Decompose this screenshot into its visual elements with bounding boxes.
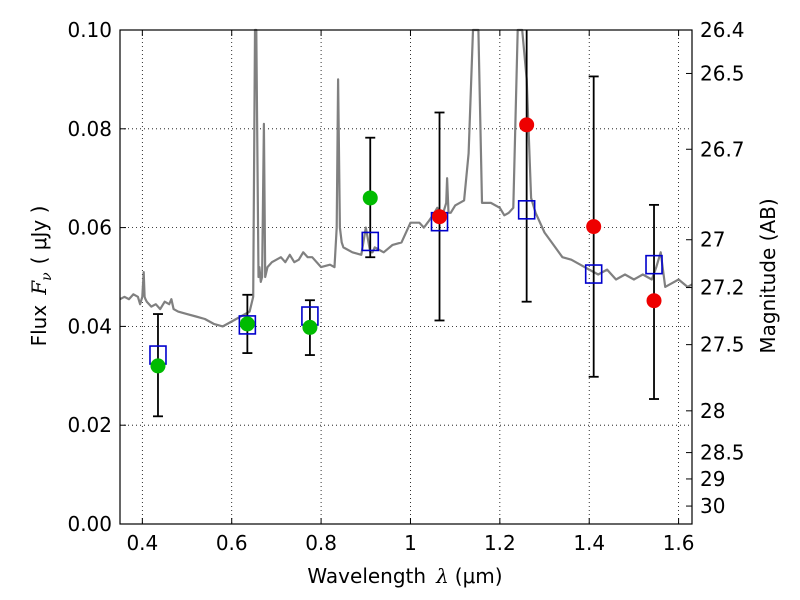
x-tick-label: 1.4 bbox=[573, 531, 605, 555]
observed-red-point bbox=[519, 117, 535, 133]
y2-tick-label: 26.5 bbox=[700, 61, 745, 85]
y2-tick-label: 27.5 bbox=[700, 333, 745, 357]
x-tick-label: 0.4 bbox=[126, 531, 158, 555]
y-tick-label: 0.10 bbox=[67, 18, 112, 42]
y-axis-label-subscript: ν bbox=[39, 272, 55, 281]
error-bars-layer bbox=[152, 30, 660, 418]
y2-tick-label: 26.4 bbox=[700, 18, 745, 42]
y2-tick-label: 26.7 bbox=[700, 137, 745, 161]
y-axis-label: Flux Fν ( μJy ) bbox=[27, 206, 55, 347]
spectrum-layer bbox=[119, 28, 693, 328]
y-tick-label: 0.08 bbox=[67, 117, 112, 141]
x-tick-label: 1 bbox=[404, 531, 417, 555]
observed-red-point bbox=[432, 209, 448, 225]
observed-red-point bbox=[646, 293, 662, 309]
y2-tick-label: 30 bbox=[700, 494, 725, 518]
axis-ticks: 0.4 0.6 0.8 1 1.2 1.4 1.6 0.00 0.02 0.04 0.06 0.08 0… bbox=[67, 18, 744, 555]
y2-tick-label: 27.2 bbox=[700, 276, 745, 300]
observed-green-point bbox=[239, 316, 255, 332]
model-square-point bbox=[645, 254, 663, 275]
model-square-point bbox=[584, 264, 603, 284]
spectrum-line bbox=[119, 28, 693, 328]
x-tick-label: 0.8 bbox=[305, 531, 337, 555]
data-points-layer bbox=[149, 117, 663, 374]
observed-green-point bbox=[302, 319, 318, 335]
y-axis-label-text: Flux bbox=[27, 305, 51, 347]
x-axis-label: Wavelength λ (μm) bbox=[307, 564, 502, 588]
x-axis-label-symbol: λ bbox=[435, 564, 449, 588]
y-tick-label: 0.02 bbox=[67, 413, 112, 437]
y2-tick-label: 28.5 bbox=[700, 441, 745, 465]
x-axis-label-unit: (μm) bbox=[455, 564, 503, 588]
y-axis-label-unit: ( μJy ) bbox=[27, 206, 51, 265]
x-tick-label: 1.2 bbox=[484, 531, 516, 555]
grid-lines bbox=[120, 29, 692, 525]
x-axis-label-text: Wavelength bbox=[307, 564, 426, 588]
y2-tick-label: 28 bbox=[700, 399, 725, 423]
y2-tick-label: 27 bbox=[700, 228, 725, 252]
y-tick-label: 0.06 bbox=[67, 216, 112, 240]
y-tick-label: 0.00 bbox=[67, 512, 112, 536]
y-axis-label-symbol: F bbox=[27, 280, 51, 296]
observed-red-point bbox=[586, 219, 602, 235]
y-tick-label: 0.04 bbox=[67, 314, 112, 338]
x-tick-label: 0.6 bbox=[216, 531, 248, 555]
observed-green-point bbox=[150, 358, 166, 374]
x-tick-label: 1.6 bbox=[663, 531, 695, 555]
plot-frame bbox=[119, 29, 693, 525]
model-square-point bbox=[517, 200, 536, 220]
model-square-point bbox=[361, 231, 380, 252]
model-square-point bbox=[238, 315, 257, 335]
observed-green-point bbox=[362, 190, 378, 206]
y2-tick-label: 29 bbox=[700, 467, 725, 491]
y2-axis-label: Magnitude (AB) bbox=[756, 198, 780, 353]
